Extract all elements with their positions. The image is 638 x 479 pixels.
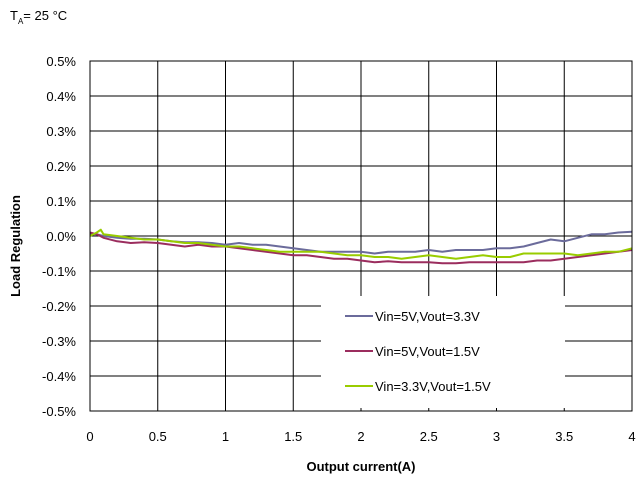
x-tick-label: 4: [628, 429, 635, 444]
x-tick-label: 1.5: [284, 429, 302, 444]
series-line: [89, 228, 633, 260]
y-tick-label: -0.2%: [42, 299, 76, 314]
x-tick-label: 3: [493, 429, 500, 444]
series-line: [89, 231, 633, 265]
y-tick-label: 0.5%: [46, 54, 76, 69]
x-tick-labels: 0 0.5 1 1.5 2 2.5 3 3.5 4: [86, 429, 635, 444]
y-tick-label: -0.5%: [42, 404, 76, 419]
annotation-value: = 25 °C: [23, 8, 68, 23]
series-lines: [89, 228, 633, 265]
legend: Vin=5V,Vout=3.3V Vin=5V,Vout=1.5V Vin=3.3V…: [345, 309, 491, 394]
y-tick-label: -0.4%: [42, 369, 76, 384]
y-tick-label: 0.1%: [46, 194, 76, 209]
x-tick-label: 2.5: [420, 429, 438, 444]
legend-entry: Vin=5V,Vout=1.5V: [375, 344, 480, 359]
x-tick-label: 0.5: [149, 429, 167, 444]
x-tick-label: 1: [222, 429, 229, 444]
y-tick-label: 0.3%: [46, 124, 76, 139]
x-tick-label: 3.5: [555, 429, 573, 444]
y-tick-label: -0.1%: [42, 264, 76, 279]
temperature-condition: TA= 25 °C: [10, 8, 68, 26]
y-axis-label: Load Regulation: [8, 195, 23, 297]
y-tick-label: -0.3%: [42, 334, 76, 349]
x-tick-label: 2: [357, 429, 364, 444]
y-tick-label: 0.4%: [46, 89, 76, 104]
y-tick-labels: 0.5% 0.4% 0.3% 0.2% 0.1% 0.0% -0.1% -0.2% -0.3% -…: [42, 54, 76, 419]
y-tick-label: 0.2%: [46, 159, 76, 174]
x-axis-label: Output current(A): [306, 459, 415, 474]
annotation-subscript: A: [17, 17, 24, 26]
y-tick-label: 0.0%: [46, 229, 76, 244]
x-tick-label: 0: [86, 429, 93, 444]
legend-entry: Vin=5V,Vout=3.3V: [375, 309, 480, 324]
plot-frame: [89, 60, 633, 412]
legend-entry: Vin=3.3V,Vout=1.5V: [375, 379, 491, 394]
annotation-t: T: [10, 8, 18, 23]
